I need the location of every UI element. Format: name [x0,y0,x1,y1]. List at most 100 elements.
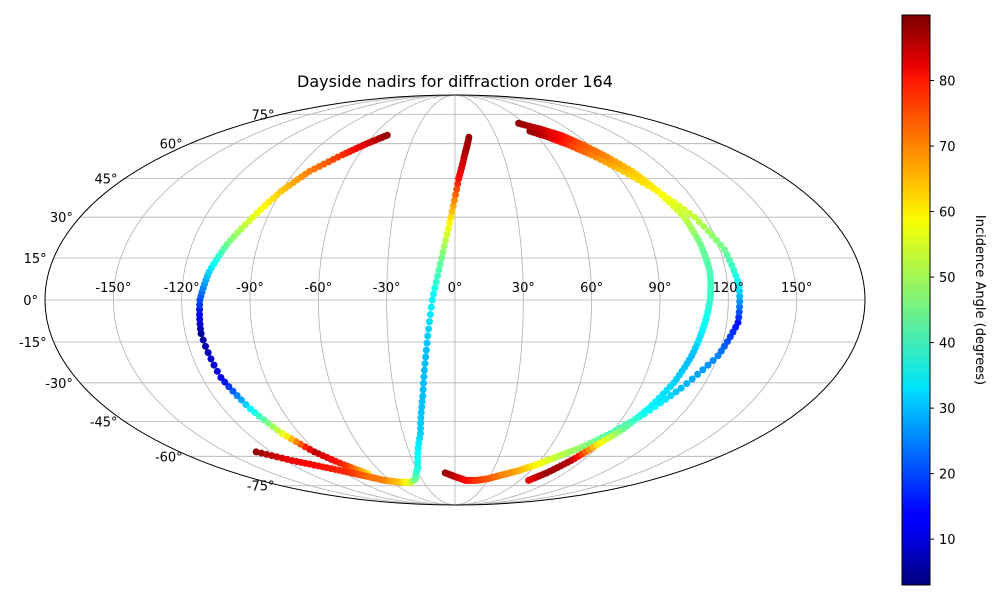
lat-tick-label: -45° [90,415,118,430]
lon-gridline [454,95,729,505]
data-point [691,213,699,221]
lon-tick-label: -60° [304,281,332,296]
colorbar-label: Incidence Angle (degrees) [972,215,987,385]
colorbar-tick-label: 20 [939,468,956,483]
data-point [199,336,207,344]
colorbar-tick-label: 10 [939,533,956,548]
data-point [202,342,210,350]
data-point [447,213,455,221]
data-point [439,248,447,256]
latitude-tick-labels: -75° -60° -45° -30° -15° 0° 15° 30° 45° 60° 75° [19,108,275,494]
colorbar [901,14,931,586]
data-point [720,246,728,254]
data-point [704,227,712,235]
data-point [454,180,462,188]
data-point [225,383,233,391]
data-point [242,400,250,408]
data-point [418,398,426,406]
data-point [229,387,237,395]
data-point [736,298,744,306]
lon-tick-label: -150° [95,281,131,296]
lat-tick-label: 75° [251,108,274,123]
lat-tick-label: -60° [155,450,183,465]
data-point [416,424,424,432]
data-point [449,202,457,210]
data-point [450,196,458,204]
data-point [221,378,229,386]
data-point [432,278,440,286]
data-point [448,208,456,216]
colorbar-ticks: 10 20 30 40 50 60 70 80 [930,75,956,548]
data-point [436,260,444,268]
data-point [735,313,743,321]
data-point [717,241,725,249]
data-point [217,373,225,381]
longitude-tick-labels: -150° -120° -90° -60° -30° 0° 30° 60° 90° 120° 150… [95,281,812,296]
data-point [709,356,717,364]
colorbar-tick-label: 50 [939,271,956,286]
data-point [708,232,716,240]
colorbar-tick-label: 60 [939,206,956,221]
data-point [204,349,212,357]
lon-gridline [112,95,456,505]
data-point [417,419,425,427]
data-point [712,236,720,244]
data-point [662,395,670,403]
data-point [443,230,451,238]
colorbar-tick-label: 40 [939,337,956,352]
data-point [425,318,433,326]
lon-tick-label: -30° [373,281,401,296]
data-point [465,133,473,141]
lat-tick-label: -15° [19,336,47,351]
data-point [735,308,743,316]
data-point [418,403,426,411]
lon-tick-label: 120° [713,281,744,296]
data-point [213,367,221,375]
lon-tick-label: -120° [164,281,200,296]
data-point [424,332,432,340]
lon-tick-label: 60° [580,281,603,296]
data-point [419,379,427,387]
data-point [515,119,523,127]
data-point [422,346,430,354]
data-point [207,355,215,363]
scatter-points [196,119,744,486]
data-point [672,388,680,396]
lon-gridline [454,95,798,505]
data-point [444,225,452,233]
data-point [699,366,707,374]
chart-title: Dayside nadirs for diffraction order 164 [297,72,613,91]
data-point [453,185,461,193]
lat-tick-label: 30° [50,211,73,226]
data-point [252,448,260,456]
data-point [685,209,693,217]
data-point [735,287,743,295]
data-point [736,303,744,311]
data-point [700,222,708,230]
lat-tick-label: -75° [247,480,275,495]
map-boundary [44,94,866,506]
data-point [427,303,435,311]
data-point [446,219,454,227]
data-point [420,366,428,374]
graticule [45,95,865,505]
data-point [233,392,241,400]
data-point [425,325,433,333]
lon-tick-label: 150° [781,281,812,296]
data-point [419,392,427,400]
lat-tick-label: 0° [23,294,38,309]
lon-gridline [454,95,593,505]
data-point [431,284,439,292]
lat-tick-label: -30° [45,377,73,392]
colorbar-tick-label: 70 [939,140,956,155]
data-point [688,375,696,383]
colorbar-tick-label: 30 [939,402,956,417]
data-point [440,242,448,250]
data-point [434,272,442,280]
data-point [422,353,430,361]
data-point [442,236,450,244]
data-point [667,392,675,400]
data-point [420,373,428,381]
data-point [210,361,218,369]
